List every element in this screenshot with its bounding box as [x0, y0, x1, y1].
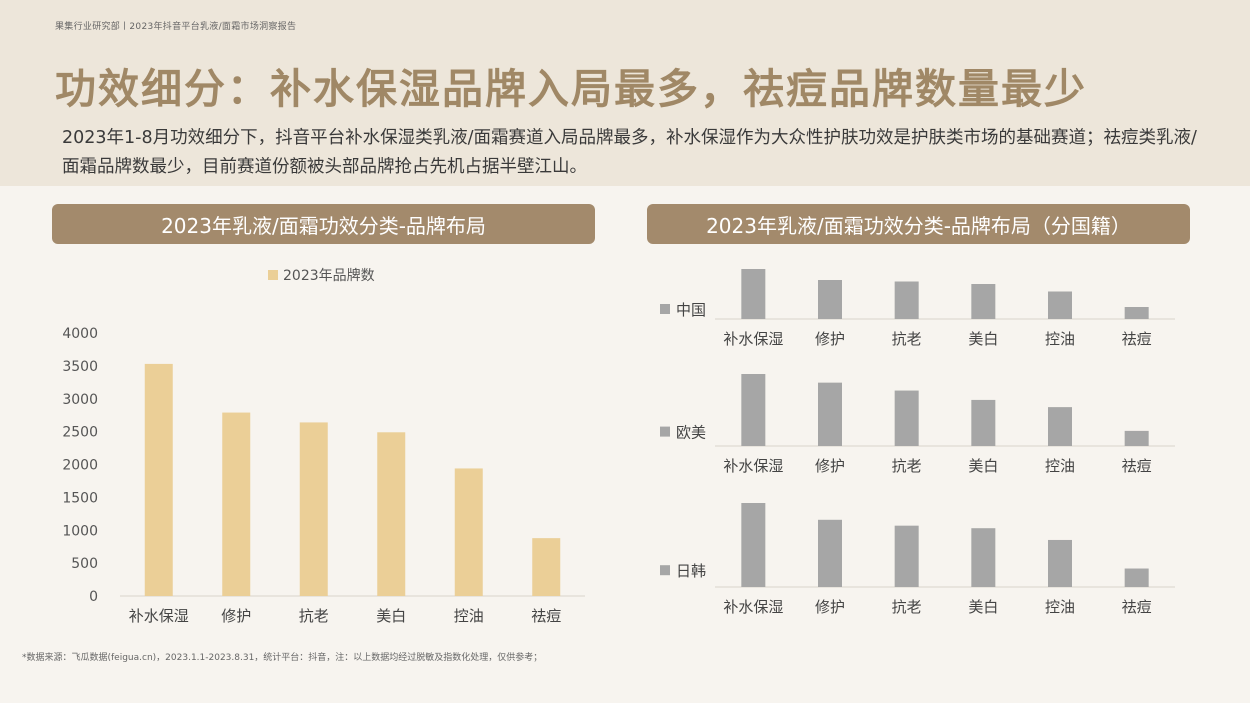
legend-swatch [660, 304, 670, 314]
x-tick-label: 抗老 [299, 607, 329, 625]
bar [1124, 307, 1149, 319]
bar [1048, 539, 1072, 587]
footnote: *数据来源：飞瓜数据(feigua.cn)，2023.1.1-2023.8.31… [22, 653, 543, 663]
x-tick-label: 控油 [1045, 457, 1075, 475]
bar [741, 374, 766, 446]
bar [971, 399, 996, 446]
bar [818, 280, 842, 319]
bar [971, 284, 996, 319]
x-tick-label: 修护 [815, 457, 845, 475]
x-tick-label: 补水保湿 [723, 457, 783, 475]
y-tick-label: 500 [71, 556, 98, 572]
x-tick-label: 美白 [376, 607, 406, 625]
header-band [0, 0, 1250, 186]
x-tick-label: 美白 [968, 330, 998, 348]
legend-label: 2023年品牌数 [283, 267, 375, 284]
bar [144, 363, 173, 596]
x-tick-label: 祛痘 [1122, 598, 1152, 616]
x-tick-label: 控油 [454, 607, 484, 625]
bar [222, 412, 251, 596]
x-tick-label: 祛痘 [1122, 457, 1152, 475]
legend-swatch [660, 565, 670, 576]
y-tick-label: 1000 [62, 523, 98, 539]
x-tick-label: 美白 [968, 598, 998, 616]
breadcrumb: 果集行业研究部丨2023年抖音平台乳液/面霜市场洞察报告 [55, 22, 297, 32]
x-tick-label: 抗老 [892, 330, 922, 348]
bar [818, 382, 842, 446]
x-tick-label: 控油 [1045, 330, 1075, 348]
bar [1048, 407, 1072, 446]
x-tick-label: 补水保湿 [723, 598, 783, 616]
legend-swatch [660, 426, 670, 437]
bar [894, 525, 919, 587]
x-tick-label: 补水保湿 [129, 607, 189, 625]
x-tick-label: 修护 [815, 330, 845, 348]
legend-label: 日韩 [676, 562, 706, 580]
y-tick-label: 2500 [62, 425, 98, 441]
bar [1124, 430, 1149, 446]
legend-swatch [268, 270, 278, 280]
x-tick-label: 补水保湿 [723, 330, 783, 348]
bar [741, 269, 766, 319]
bar [818, 519, 842, 587]
bar [454, 468, 483, 596]
x-tick-label: 修护 [221, 607, 251, 625]
left-chart-title: 2023年乳液/面霜功效分类-品牌布局 [52, 204, 595, 244]
bar [1048, 291, 1072, 319]
bar [894, 390, 919, 446]
right-chart-title: 2023年乳液/面霜功效分类-品牌布局（分国籍） [647, 204, 1190, 244]
bar [894, 281, 919, 319]
y-tick-label: 3000 [62, 392, 98, 408]
page-title: 功效细分：补水保湿品牌入局最多，祛痘品牌数量最少 [55, 65, 1087, 113]
x-tick-label: 抗老 [892, 598, 922, 616]
bar [1124, 568, 1149, 587]
y-tick-label: 3500 [62, 359, 98, 375]
y-tick-label: 1500 [62, 490, 98, 506]
bar [299, 422, 328, 596]
legend-label: 中国 [676, 301, 706, 319]
bar [971, 528, 996, 587]
x-tick-label: 抗老 [892, 457, 922, 475]
bar [377, 432, 406, 596]
x-tick-label: 祛痘 [1122, 330, 1152, 348]
y-tick-label: 4000 [62, 326, 98, 342]
x-tick-label: 美白 [968, 457, 998, 475]
bar [741, 503, 766, 587]
page-subtitle: 2023年1-8月功效细分下，抖音平台补水保湿类乳液/面霜赛道入局品牌最多，补水… [62, 128, 1197, 177]
x-tick-label: 祛痘 [531, 607, 561, 625]
x-tick-label: 控油 [1045, 598, 1075, 616]
legend-label: 欧美 [676, 424, 706, 442]
x-tick-label: 修护 [815, 598, 845, 616]
y-tick-label: 0 [89, 589, 98, 605]
y-tick-label: 2000 [62, 458, 98, 474]
left-bar-chart: 2023年品牌数 0 500 1000 1500 2000 2500 3000 3500 4000… [62, 267, 585, 625]
bar [532, 538, 561, 596]
